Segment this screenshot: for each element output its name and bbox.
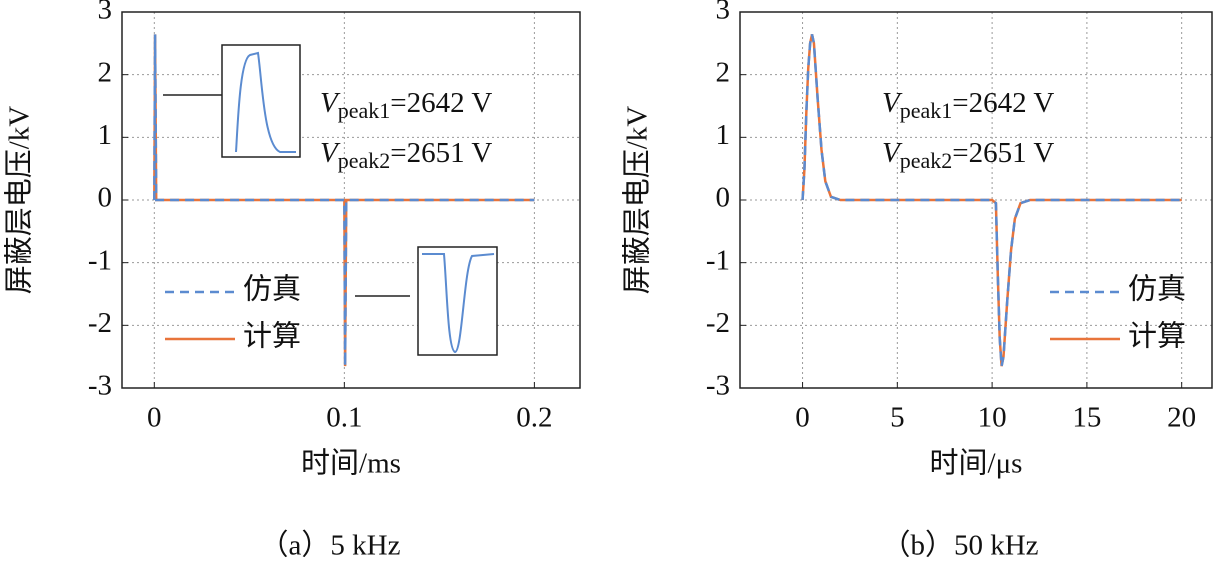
annotation-symbol: V bbox=[320, 137, 341, 169]
y-tick-label: -2 bbox=[706, 307, 730, 339]
x-tick-label: 0 bbox=[147, 402, 162, 434]
x-tick-label: 10 bbox=[978, 402, 1007, 434]
y-tick-label: 1 bbox=[98, 119, 113, 151]
x-tick-label: 0 bbox=[795, 402, 810, 434]
annotation: Vpeak2=2651 V bbox=[320, 137, 492, 173]
annotation-subscript: peak2 bbox=[900, 148, 953, 173]
legend-label: 计算 bbox=[1128, 320, 1186, 353]
inset-curve bbox=[422, 253, 495, 354]
subtitle: （a）5 kHz bbox=[260, 530, 401, 562]
legend-label: 仿真 bbox=[243, 273, 301, 306]
y-tick-label: 3 bbox=[716, 0, 731, 26]
annotation-subscript: peak1 bbox=[338, 98, 391, 123]
y-tick-label: -1 bbox=[88, 244, 112, 276]
series-line bbox=[153, 34, 535, 367]
inset bbox=[417, 246, 498, 356]
y-tick-label: 1 bbox=[716, 119, 731, 151]
inset bbox=[221, 44, 301, 158]
subtitle: （b）50 kHz bbox=[881, 530, 1038, 562]
x-tick-label: 15 bbox=[1072, 402, 1101, 434]
y-tick-label: -3 bbox=[88, 370, 112, 402]
annotation: Vpeak1=2642 V bbox=[882, 87, 1054, 123]
y-axis-label: 屏蔽层电压/kV bbox=[621, 106, 654, 295]
y-tick-label: -2 bbox=[88, 307, 112, 339]
annotation: Vpeak2=2651 V bbox=[882, 137, 1054, 173]
annotation-subscript: peak1 bbox=[900, 98, 953, 123]
annotation-subscript: peak2 bbox=[338, 148, 391, 173]
x-axis-label: 时间/ms bbox=[301, 447, 401, 480]
series-line bbox=[801, 34, 1182, 367]
x-tick-label: 20 bbox=[1167, 402, 1196, 434]
plot-frame bbox=[739, 11, 1213, 389]
annotation-symbol: V bbox=[882, 87, 903, 119]
y-tick-label: -1 bbox=[706, 244, 730, 276]
y-tick-label: 0 bbox=[716, 182, 731, 214]
annotation-text: =2642 V bbox=[952, 87, 1054, 119]
annotation-text: =2651 V bbox=[952, 137, 1054, 169]
legend-label: 仿真 bbox=[1128, 273, 1186, 306]
plot-frame bbox=[121, 11, 581, 389]
y-tick-label: 2 bbox=[98, 56, 113, 88]
x-axis-label: 时间/μs bbox=[930, 447, 1023, 480]
y-tick-label: 2 bbox=[716, 56, 731, 88]
y-tick-label: -3 bbox=[706, 370, 730, 402]
x-tick-label: 0.2 bbox=[516, 402, 552, 434]
annotation-text: =2642 V bbox=[390, 87, 492, 119]
annotation-text: =2651 V bbox=[390, 137, 492, 169]
annotation: Vpeak1=2642 V bbox=[320, 87, 492, 123]
x-tick-label: 5 bbox=[890, 402, 905, 434]
x-tick-label: 0.1 bbox=[326, 402, 362, 434]
inset-curve bbox=[235, 51, 296, 153]
annotation-symbol: V bbox=[320, 87, 341, 119]
y-axis-label: 屏蔽层电压/kV bbox=[3, 106, 36, 295]
annotation-symbol: V bbox=[882, 137, 903, 169]
legend-label: 计算 bbox=[243, 320, 301, 353]
y-tick-label: 3 bbox=[98, 0, 113, 26]
series-line bbox=[801, 34, 1182, 367]
y-tick-label: 0 bbox=[98, 182, 113, 214]
